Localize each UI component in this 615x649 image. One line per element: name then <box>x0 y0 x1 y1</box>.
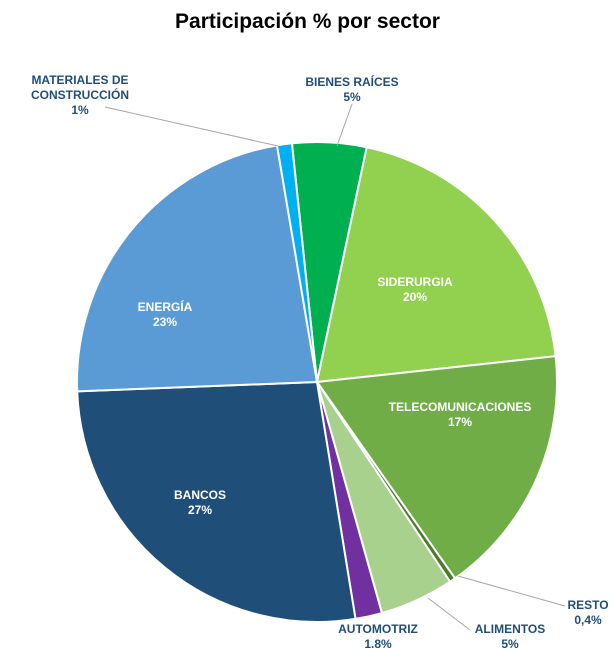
slice-label: ENERGÍA 23% <box>105 300 225 330</box>
value-label: 1% <box>71 103 89 117</box>
category-label: SIDERURGIA <box>377 275 453 289</box>
value-label: 0,4% <box>574 613 602 627</box>
leader-line <box>457 575 566 607</box>
pie-slice <box>315 355 558 580</box>
pie-slice <box>76 144 319 393</box>
category-label: MATERIALES DE CONSTRUCCIÓN <box>31 73 129 102</box>
chart-title: Participación % por sector <box>175 10 440 33</box>
value-label: 20% <box>402 290 428 304</box>
value-label: 5% <box>501 637 519 649</box>
slice-label: SIDERURGIA 20% <box>345 275 485 305</box>
category-label: BIENES RAÍCES <box>305 75 399 89</box>
category-label: BANCOS <box>173 488 226 502</box>
category-label: AUTOMOTRIZ <box>338 622 418 636</box>
pie-slice <box>315 146 557 384</box>
slice-label: BANCOS 27% <box>140 488 260 518</box>
category-label: TELECOMUNICACIONES <box>388 400 532 414</box>
pie-slice <box>76 380 357 623</box>
value-label: 17% <box>447 415 473 429</box>
slice-label: TELECOMUNICACIONES 17% <box>370 400 550 430</box>
slice-label: BIENES RAÍCES 5% <box>282 75 422 105</box>
slice-label: MATERIALES DE CONSTRUCCIÓN 1% <box>10 73 150 118</box>
category-label: ALIMENTOS <box>474 622 546 636</box>
category-label: ENERGÍA <box>137 300 193 314</box>
value-label: 1.8% <box>364 637 392 649</box>
leader-line <box>104 106 279 147</box>
value-label: 5% <box>343 90 361 104</box>
leader-line <box>427 597 471 631</box>
category-label: RESTO <box>567 598 609 612</box>
slice-label: ALIMENTOS 5% <box>460 622 560 649</box>
leader-line <box>336 103 353 147</box>
value-label: 23% <box>152 315 178 329</box>
slice-label: RESTO 0,4% <box>558 598 615 628</box>
value-label: 27% <box>187 503 213 517</box>
slice-label: AUTOMOTRIZ 1.8% <box>323 622 433 649</box>
